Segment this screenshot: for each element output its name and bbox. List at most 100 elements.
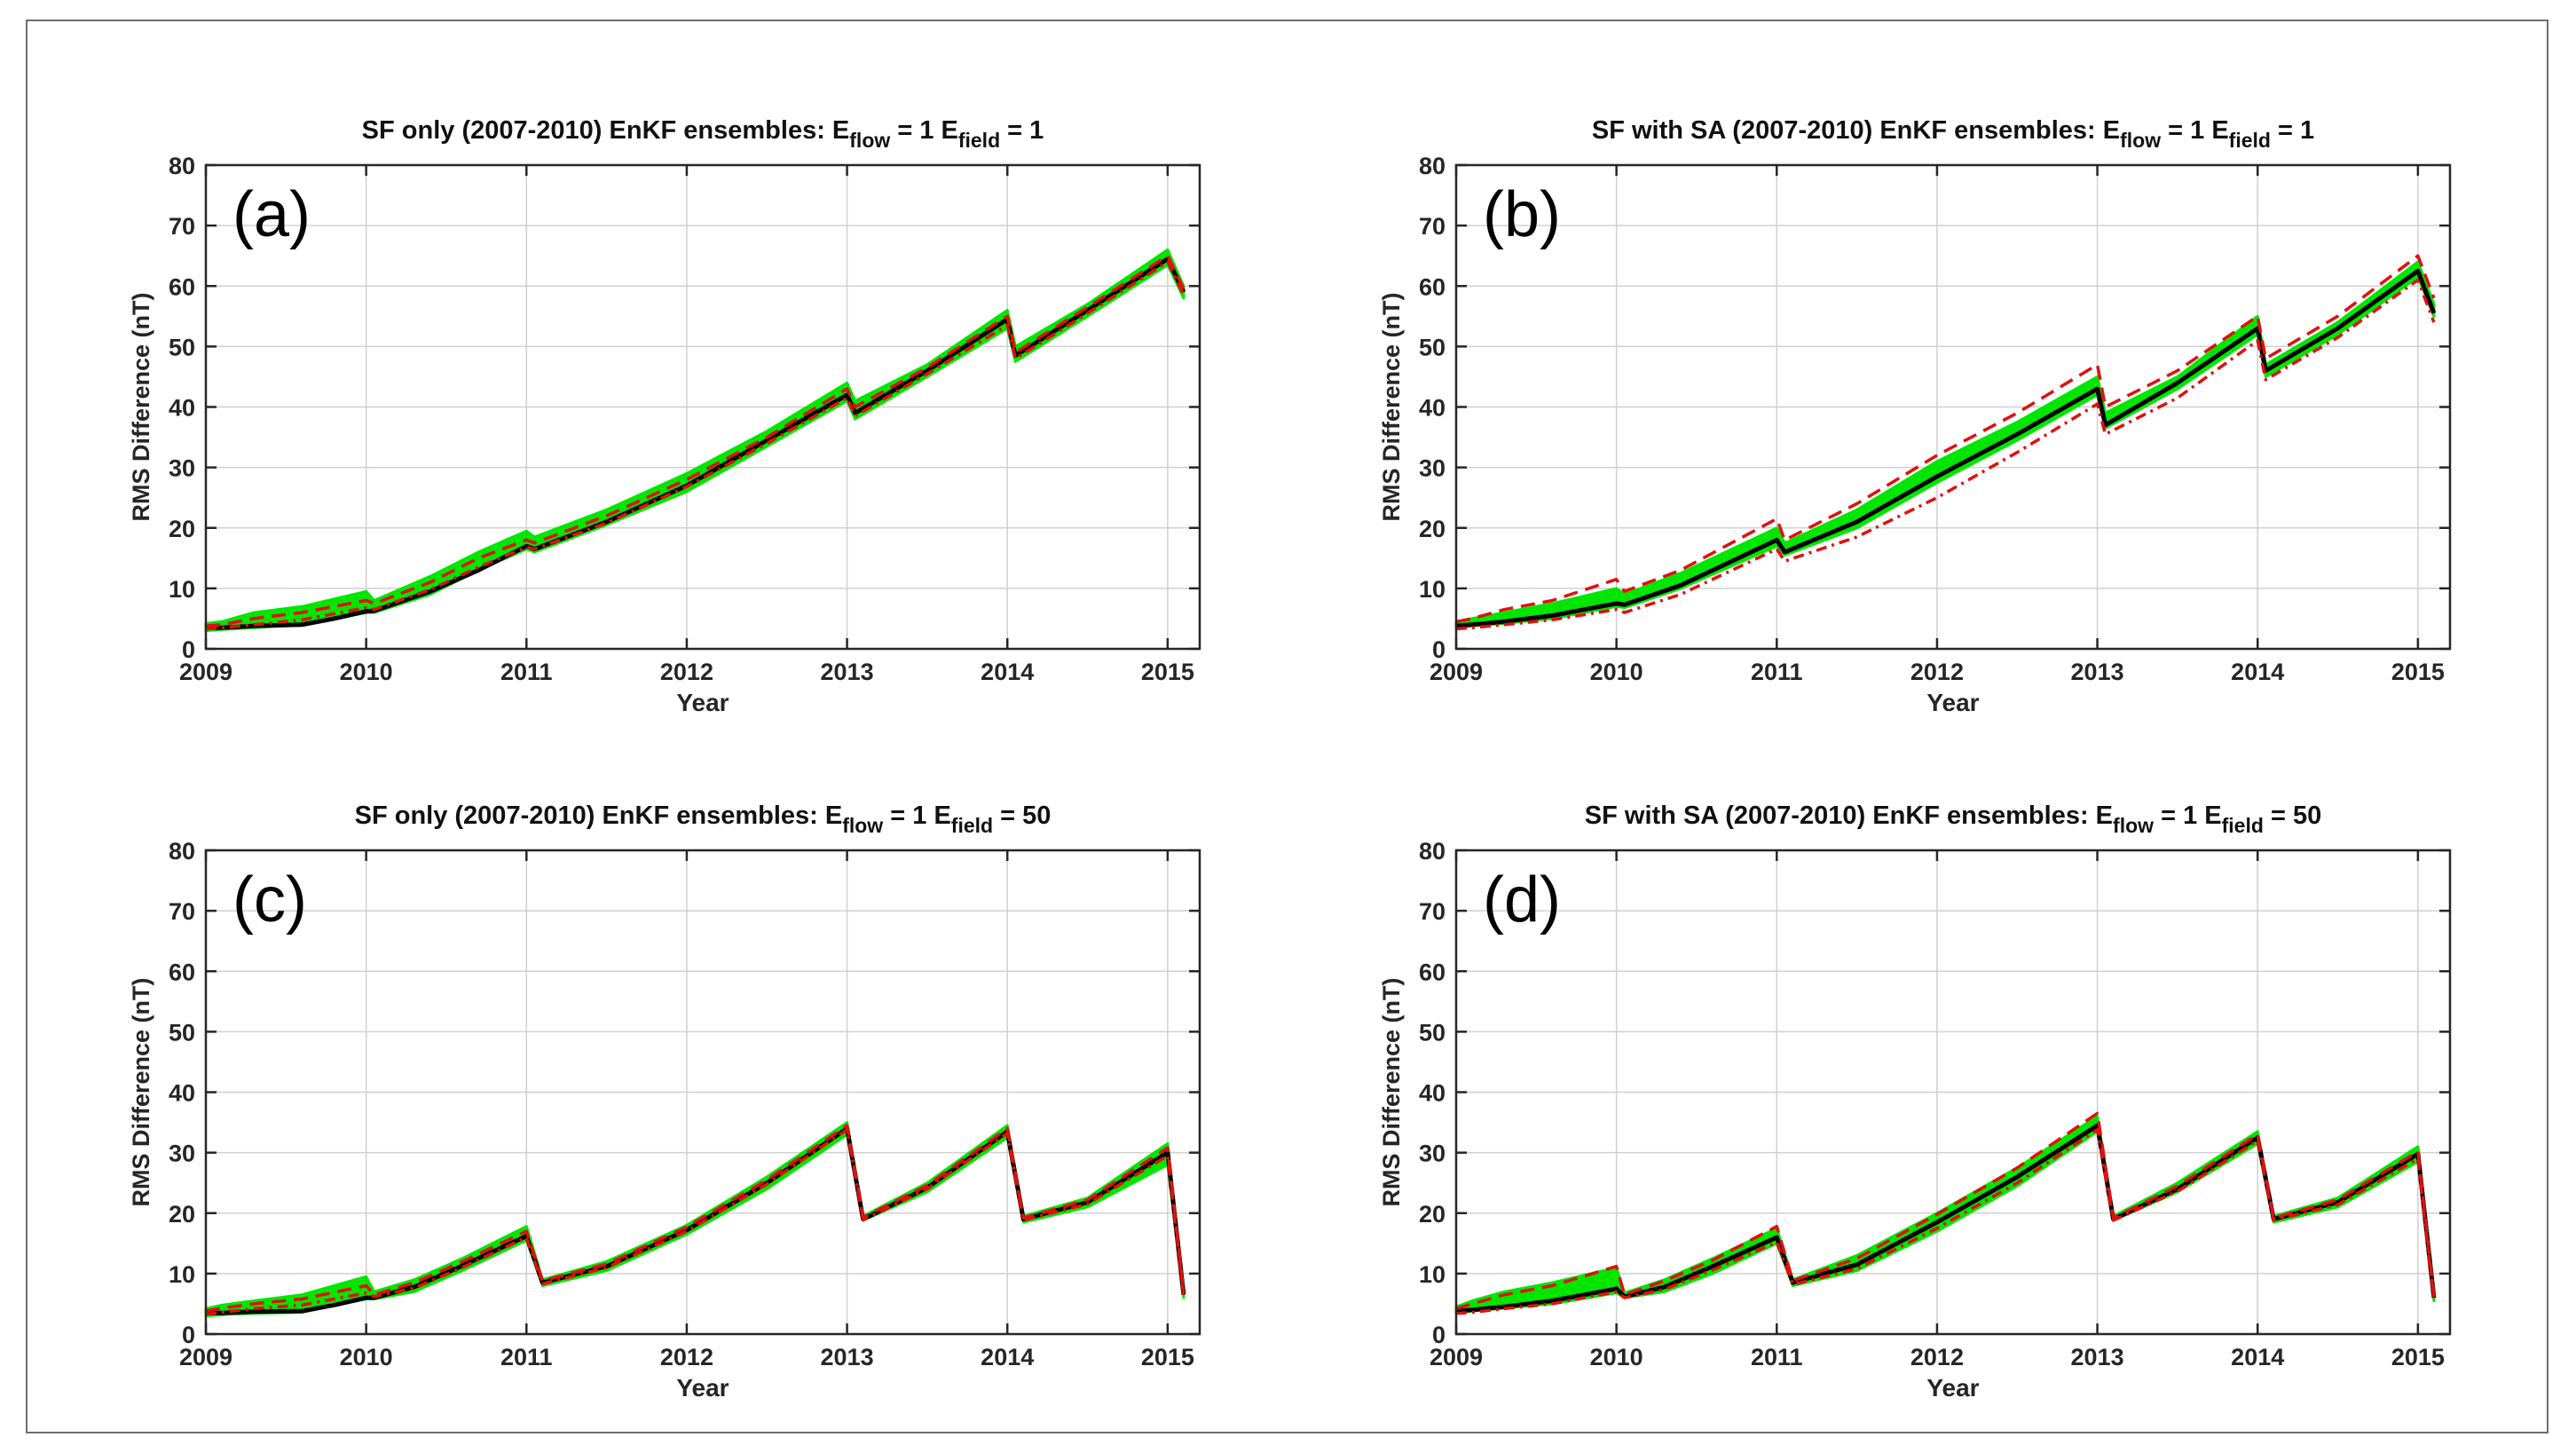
y-tick-label: 30 — [169, 1141, 195, 1167]
y-tick-label: 0 — [1432, 1322, 1446, 1348]
title-subscript: field — [2229, 129, 2271, 152]
ensemble-bound-line — [1455, 278, 2436, 631]
title-subscript: field — [951, 814, 993, 837]
x-axis-label: Year — [676, 689, 729, 716]
title-subscript: flow — [842, 814, 883, 837]
chart-title: SF with SA (2007-2010) EnKF ensembles: E… — [1585, 802, 2321, 837]
ensemble-bound-line — [205, 260, 1186, 631]
chart-title: SF only (2007-2010) EnKF ensembles: Eflo… — [355, 802, 1052, 837]
y-tick-label: 30 — [1419, 455, 1446, 482]
panel-label: (c) — [232, 865, 307, 936]
x-tick-label: 2010 — [340, 659, 393, 685]
y-tick-label: 80 — [169, 153, 195, 179]
y-tick-label: 40 — [1419, 395, 1446, 422]
title-part: SF with SA (2007-2010) EnKF ensembles: E — [1592, 116, 2120, 145]
y-tick-label: 10 — [169, 1261, 195, 1288]
y-tick-label: 50 — [1419, 334, 1446, 360]
y-tick-label: 60 — [169, 273, 195, 300]
x-tick-label: 2015 — [1141, 1344, 1194, 1370]
y-tick-label: 60 — [1419, 273, 1446, 300]
title-part: SF only (2007-2010) EnKF ensembles: E — [362, 116, 850, 145]
x-tick-label: 2009 — [179, 1344, 232, 1370]
x-tick-label: 2012 — [660, 659, 713, 685]
title-subscript: flow — [849, 129, 890, 152]
x-tick-label: 2015 — [2391, 1344, 2445, 1370]
chart-panel-d: 2009 2010 2011 2012 2013 2014 2015 0 10 20 30 40 50 6… — [1378, 802, 2452, 1402]
x-tick-label: 2015 — [1141, 659, 1194, 685]
title-subscript: flow — [2120, 129, 2161, 152]
y-axis-label: RMS Difference (nT) — [128, 292, 154, 521]
x-tick-label: 2010 — [1590, 659, 1643, 685]
title-part: = 1 E — [2161, 116, 2229, 145]
y-tick-label: 40 — [169, 1080, 195, 1107]
x-tick-label: 2013 — [2071, 1344, 2124, 1370]
x-tick-label: 2011 — [500, 659, 553, 685]
title-part: = 1 — [1000, 116, 1044, 145]
title-subscript: field — [2222, 814, 2264, 837]
y-tick-label: 20 — [169, 516, 195, 542]
y-tick-label: 50 — [169, 334, 195, 360]
y-tick-label: 80 — [1419, 838, 1446, 865]
y-tick-label: 20 — [1419, 1201, 1446, 1228]
y-tick-label: 40 — [1419, 1080, 1446, 1107]
x-tick-label: 2014 — [981, 1344, 1034, 1370]
title-part: SF only (2007-2010) EnKF ensembles: E — [355, 802, 843, 830]
panel-label: (b) — [1483, 179, 1561, 250]
y-tick-label: 10 — [1419, 576, 1446, 603]
y-tick-label: 50 — [1419, 1019, 1446, 1046]
x-tick-label: 2011 — [1751, 1344, 1803, 1370]
x-tick-label: 2013 — [821, 1344, 874, 1370]
chart-title: SF with SA (2007-2010) EnKF ensembles: E… — [1592, 116, 2314, 152]
x-tick-label: 2010 — [1590, 1344, 1643, 1370]
y-tick-label: 40 — [169, 395, 195, 422]
x-axis-label: Year — [1926, 1374, 1979, 1402]
chart-title: SF only (2007-2010) EnKF ensembles: Eflo… — [362, 116, 1044, 152]
x-tick-label: 2011 — [1751, 659, 1803, 685]
x-tick-label: 2012 — [1910, 1344, 1964, 1370]
x-tick-label: 2011 — [500, 1344, 553, 1370]
x-tick-label: 2015 — [2391, 659, 2445, 685]
ensemble-bound-line — [1455, 254, 2436, 624]
x-tick-label: 2012 — [1910, 659, 1964, 685]
x-tick-label: 2009 — [1430, 1344, 1483, 1370]
panel-label: (d) — [1483, 865, 1561, 936]
y-tick-label: 60 — [1419, 959, 1446, 985]
x-tick-label: 2010 — [340, 1344, 393, 1370]
ensemble-bound-line — [205, 1127, 1186, 1316]
title-part: = 1 E — [2154, 802, 2222, 830]
y-tick-label: 10 — [169, 576, 195, 603]
y-tick-label: 70 — [1419, 213, 1446, 240]
x-tick-label: 2012 — [660, 1344, 713, 1370]
panel-label: (a) — [232, 179, 311, 250]
ensemble-band — [204, 248, 1186, 633]
x-tick-label: 2014 — [2231, 659, 2284, 685]
y-tick-label: 70 — [169, 213, 195, 240]
y-tick-label: 0 — [182, 636, 195, 663]
y-tick-label: 70 — [169, 898, 195, 925]
y-tick-label: 50 — [169, 1019, 195, 1046]
x-tick-label: 2013 — [2071, 659, 2124, 685]
ensemble-mean-line — [1455, 268, 2437, 628]
y-tick-label: 20 — [1419, 516, 1446, 542]
ensemble-band — [1454, 260, 2436, 629]
ensemble-bound-line — [1455, 1127, 2436, 1315]
x-tick-label: 2009 — [179, 659, 232, 685]
y-tick-label: 80 — [169, 838, 195, 865]
x-tick-label: 2014 — [2231, 1344, 2284, 1370]
title-part: = 1 E — [890, 116, 958, 145]
y-tick-label: 10 — [1419, 1261, 1446, 1288]
chart-panel-a: 2009 2010 2011 2012 2013 2014 2015 0 10 20 30 40 50 6… — [128, 116, 1201, 716]
title-part: = 1 — [2271, 116, 2314, 145]
y-tick-label: 70 — [1419, 898, 1446, 925]
x-tick-label: 2013 — [821, 659, 874, 685]
x-tick-label: 2014 — [981, 659, 1034, 685]
y-axis-label: RMS Difference (nT) — [1378, 977, 1405, 1206]
ensemble-bound-line — [205, 1124, 1186, 1313]
y-axis-label: RMS Difference (nT) — [128, 977, 154, 1206]
x-axis-label: Year — [676, 1374, 729, 1402]
x-tick-label: 2009 — [1430, 659, 1483, 685]
title-subscript: field — [958, 129, 1000, 152]
x-axis-label: Year — [1926, 689, 1979, 716]
y-axis-label: RMS Difference (nT) — [1378, 292, 1405, 521]
